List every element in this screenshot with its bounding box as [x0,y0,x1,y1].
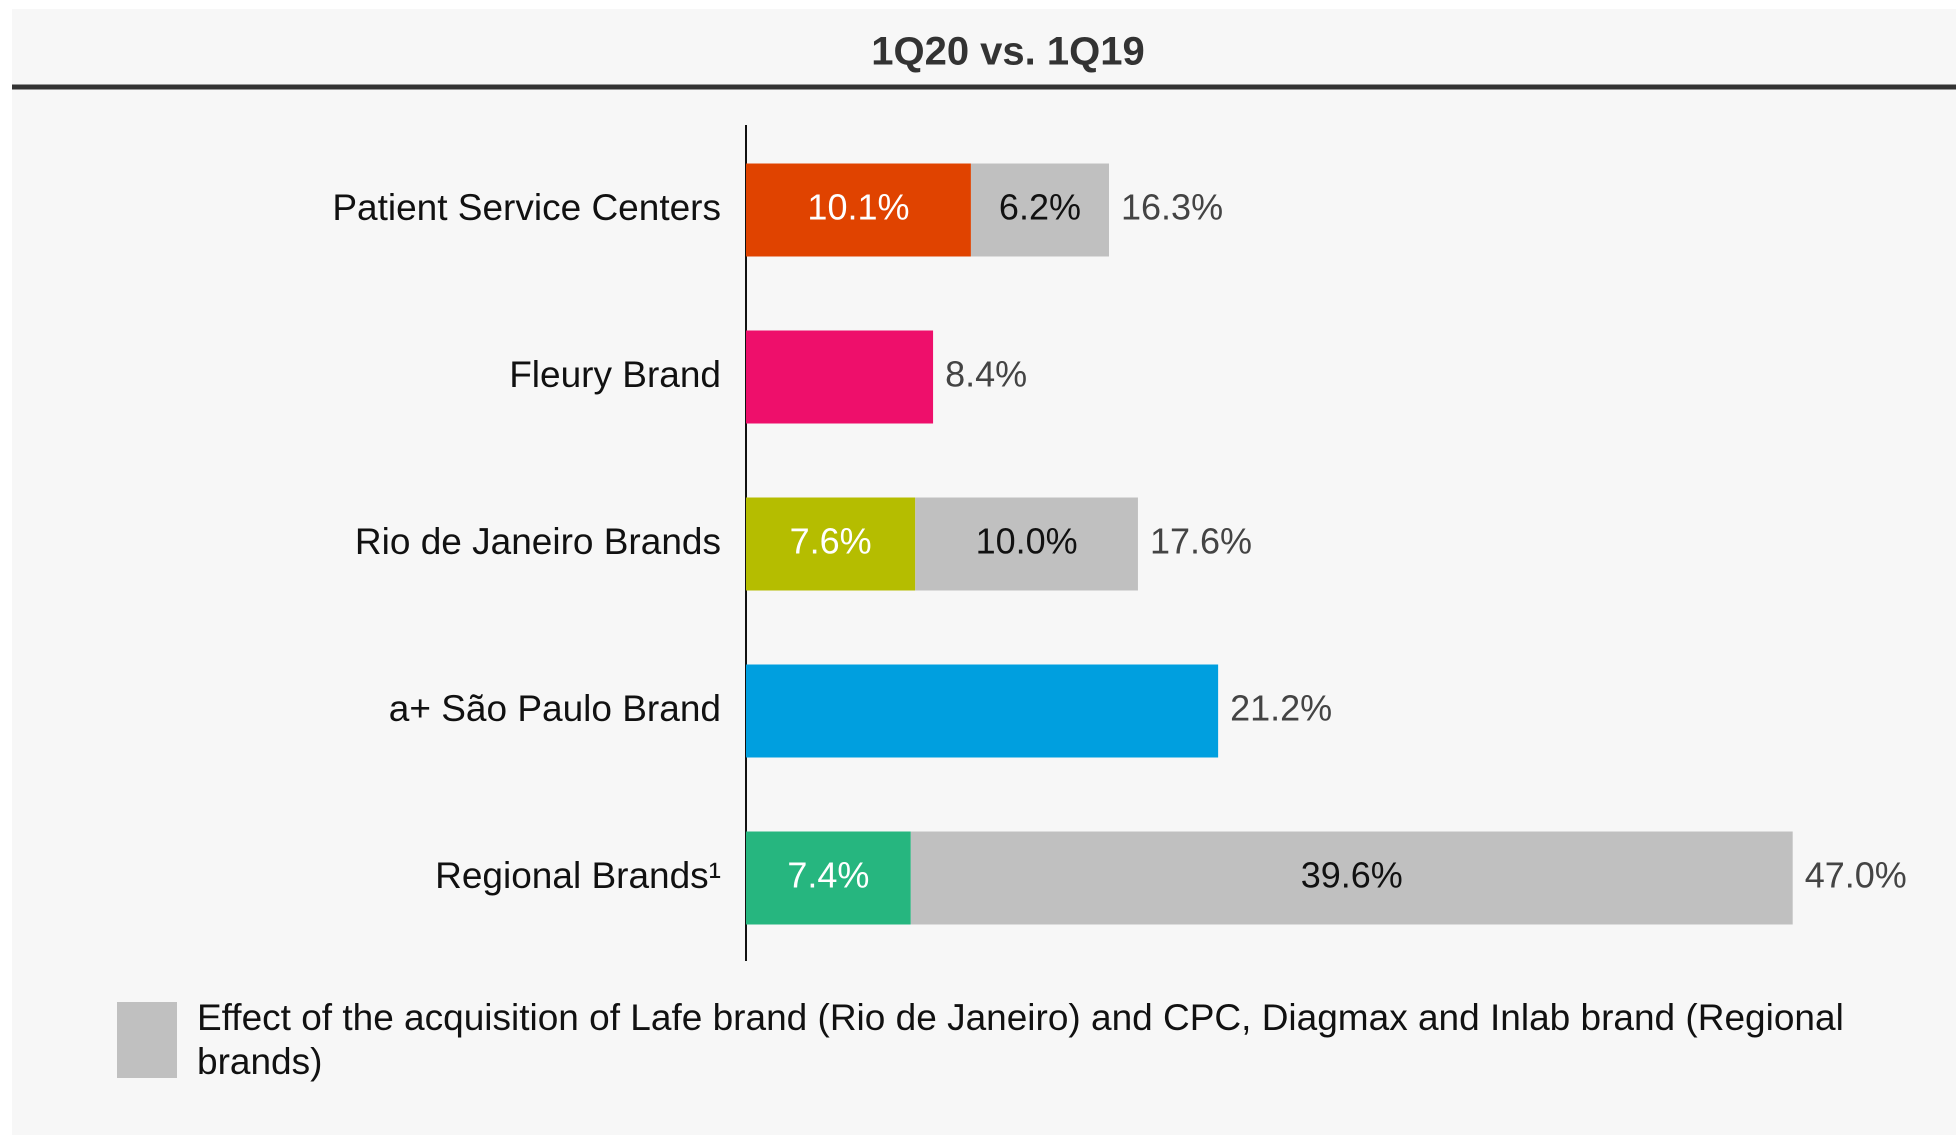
category-label: Rio de Janeiro Brands [355,521,721,562]
chart-title: 1Q20 vs. 1Q19 [871,30,1145,74]
category-label: Regional Brands¹ [435,855,721,896]
value-label: 7.4% [787,855,869,896]
bar-segment [915,497,1138,591]
legend-label: Effect of the acquisition of Lafe brand … [197,997,1844,1082]
bar-segment [746,163,971,257]
total-label: 17.6% [1150,521,1252,562]
value-label: 6.2% [999,187,1081,228]
total-label: 47.0% [1805,855,1907,896]
value-label: 10.0% [976,521,1078,562]
bar-segment [746,497,916,591]
category-label: Patient Service Centers [332,187,721,228]
bar-segment [970,163,1110,257]
legend-swatch [117,1002,177,1078]
bar-segment [746,831,911,925]
bar-segment [746,664,1219,758]
value-label: 10.1% [807,187,909,228]
total-label: 21.2% [1230,688,1332,729]
total-label: 8.4% [945,354,1027,395]
bar-segment [910,831,1793,925]
total-label: 16.3% [1121,187,1223,228]
value-label: 7.6% [790,521,872,562]
value-label: 39.6% [1301,855,1403,896]
category-label: a+ São Paulo Brand [389,688,721,729]
category-label: Fleury Brand [509,354,721,395]
bar-segment [746,330,934,424]
